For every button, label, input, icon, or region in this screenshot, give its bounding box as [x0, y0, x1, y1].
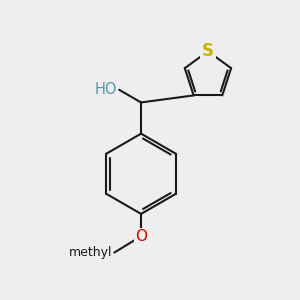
Text: S: S [202, 42, 214, 60]
Text: HO: HO [94, 82, 117, 97]
Text: methyl: methyl [69, 246, 113, 259]
Text: O: O [135, 229, 147, 244]
